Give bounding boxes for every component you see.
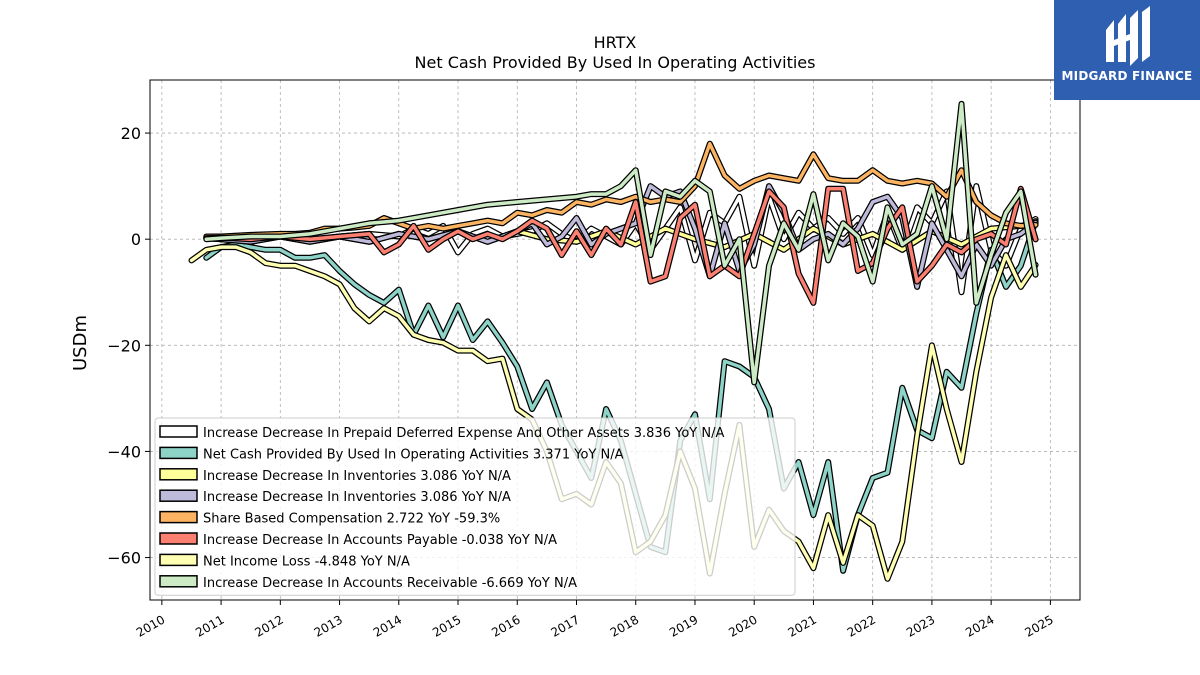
x-tick-label: 2024 [963, 612, 996, 639]
x-tick-label: 2019 [667, 612, 700, 639]
legend-label: Net Income Loss -4.848 YoY N/A [203, 554, 410, 569]
y-tick-label: −40 [107, 442, 141, 461]
legend-label: Share Based Compensation 2.722 YoY -59.3… [203, 512, 500, 527]
legend: Increase Decrease In Prepaid Deferred Ex… [154, 417, 796, 596]
legend-swatch [159, 510, 198, 524]
x-tick-label: 2022 [845, 612, 878, 639]
x-tick-label: 2010 [134, 612, 167, 639]
x-tick-label: 2025 [1022, 612, 1055, 639]
y-tick-label: 0 [131, 230, 141, 249]
x-tick-label: 2017 [549, 612, 582, 639]
logo-mark-icon [1106, 6, 1150, 66]
y-tick-label: 20 [121, 124, 141, 143]
legend-swatch [159, 446, 198, 460]
x-tick-label: 2018 [608, 612, 641, 639]
brand-name: MIDGARD FINANCE [1061, 69, 1193, 83]
legend-label: Increase Decrease In Inventories 3.086 Y… [203, 490, 511, 505]
x-tick-label: 2012 [252, 612, 285, 639]
y-tick-label: −60 [107, 549, 141, 568]
series-line-8 [203, 100, 1039, 386]
legend-label: Increase Decrease In Accounts Payable -0… [203, 533, 557, 548]
x-tick-label: 2021 [785, 612, 818, 639]
series-path [204, 187, 1038, 305]
legend-swatch [159, 468, 198, 481]
y-tick-label: −20 [107, 336, 141, 355]
chart-title: HRTX [594, 33, 637, 52]
series-line-6 [203, 185, 1039, 306]
legend-label: Increase Decrease In Inventories 3.086 Y… [203, 469, 511, 484]
x-tick-label: 2011 [193, 612, 226, 639]
legend-label: Increase Decrease In Prepaid Deferred Ex… [203, 426, 724, 441]
legend-box [154, 417, 796, 596]
legend-swatch [159, 553, 198, 567]
plot-frame [149, 79, 1081, 601]
series-path [204, 102, 1038, 385]
y-axis-label: USDm [70, 315, 91, 371]
legend-swatch [159, 532, 198, 545]
x-tick-label: 2023 [904, 612, 937, 639]
legend-swatch [159, 425, 198, 438]
legend-swatch [159, 489, 198, 502]
legend-label: Increase Decrease In Accounts Receivable… [203, 576, 577, 591]
x-tick-label: 2015 [430, 612, 463, 639]
x-tick-label: 2013 [312, 612, 345, 639]
x-tick-label: 2016 [489, 612, 522, 639]
chart-subtitle: Net Cash Provided By Used In Operating A… [415, 53, 816, 72]
brand-logo: MIDGARD FINANCE [1054, 0, 1200, 100]
x-tick-label: 2014 [371, 612, 404, 639]
legend-swatch [159, 575, 198, 588]
legend-label: Net Cash Provided By Used In Operating A… [203, 447, 624, 462]
x-tick-label: 2020 [726, 612, 759, 639]
